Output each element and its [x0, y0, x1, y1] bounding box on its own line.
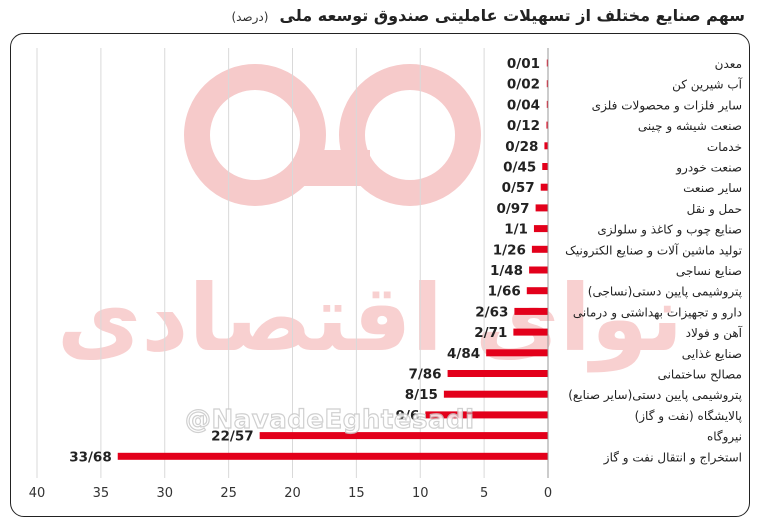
category-label: معدن — [715, 57, 742, 71]
bar — [535, 204, 548, 212]
value-label: 0/12 — [507, 118, 540, 134]
chart-title-row: سهم صنایع مختلف از تسهیلات عاملیتی صندوق… — [10, 6, 745, 32]
x-tick-label: 5 — [480, 486, 488, 501]
value-label: 1/66 — [488, 284, 521, 300]
bar — [425, 411, 548, 419]
category-label: آب شیرین کن — [672, 77, 743, 93]
category-label: استخراج و انتقال نفت و گاز — [603, 450, 742, 465]
value-label: 1/26 — [493, 242, 526, 258]
bar — [531, 245, 548, 253]
bar — [486, 349, 548, 357]
bar — [529, 266, 548, 274]
bar — [514, 307, 548, 315]
logo-bridge — [300, 150, 370, 186]
x-tick-label: 10 — [412, 486, 429, 501]
category-label: خدمات — [707, 140, 742, 154]
category-label: صنایع غذایی — [682, 347, 742, 361]
chart-unit: (درصد) — [231, 10, 269, 24]
value-label: 1/1 — [504, 222, 528, 238]
bar — [546, 121, 548, 129]
grid-lines — [36, 48, 485, 478]
bar — [546, 59, 548, 67]
value-label: 33/68 — [69, 449, 112, 465]
value-label: 2/63 — [475, 304, 508, 320]
value-label: 2/71 — [474, 325, 507, 341]
category-label: دارو و تجهیزات بهداشتی و درمانی — [573, 305, 742, 320]
x-tick-label: 30 — [156, 486, 173, 501]
watermark-handle: @NavadeEghtesadi — [184, 404, 475, 435]
bar — [443, 390, 548, 398]
bar — [117, 452, 548, 460]
bar — [546, 80, 548, 88]
value-label: 0/04 — [507, 97, 540, 113]
x-tick-label: 25 — [220, 486, 237, 501]
category-label: حمل و نقل — [687, 202, 742, 217]
category-label: پتروشیمی پایین دستی(سایر صنایع) — [568, 388, 742, 403]
category-label: صنعت خودرو — [675, 161, 742, 176]
category-label: سایر فلزات و محصولات فلزی — [592, 98, 742, 113]
chart-title: سهم صنایع مختلف از تسهیلات عاملیتی صندوق… — [279, 6, 745, 25]
bar — [447, 370, 548, 377]
category-label: پتروشیمی پایین دستی(نساجی) — [588, 285, 742, 300]
value-label: 8/15 — [405, 387, 438, 403]
value-label: 0/02 — [507, 77, 540, 93]
bar — [259, 432, 548, 440]
value-label: 22/57 — [211, 429, 254, 445]
category-label: پالایشگاه (نفت و گاز) — [635, 409, 742, 424]
value-label: 1/48 — [490, 263, 523, 279]
value-label: 4/84 — [447, 346, 480, 362]
bar — [546, 100, 548, 108]
x-tick-label: 15 — [348, 486, 365, 501]
value-label: 0/45 — [503, 160, 536, 176]
value-label: 0/01 — [507, 56, 540, 72]
bar — [526, 287, 548, 295]
category-label: صنایع نساجی — [676, 264, 742, 278]
category-label: صنعت شیشه و چینی — [638, 119, 742, 134]
value-label: 0/97 — [496, 201, 529, 217]
bar — [542, 163, 548, 170]
category-label: مصالح ساختمانی — [658, 368, 742, 382]
category-label: صنایع چوب و کاغذ و سلولزی — [597, 223, 742, 238]
category-labels: معدن آب شیرین کن سایر فلزات و محصولات فلزی… — [565, 57, 743, 465]
category-label: سایر صنعت — [683, 181, 742, 196]
value-label: 9/6 — [396, 408, 420, 424]
x-tick-label: 35 — [93, 486, 110, 501]
x-tick-label: 40 — [29, 486, 46, 501]
category-label: تولید ماشین آلات و صنایع الکترونیک — [565, 242, 742, 258]
bar — [540, 183, 548, 191]
value-labels: 0/01 0/02 0/04 0/12 0/28 0/45 0/57 0/97 1/1 1/26 1… — [69, 56, 540, 465]
category-label: آهن و فولاد — [686, 325, 743, 341]
x-tick-label: 20 — [284, 486, 301, 501]
value-label: 0/57 — [502, 180, 535, 196]
x-tick-label: 0 — [544, 486, 552, 501]
logo-ring-left — [184, 64, 326, 206]
bars — [117, 59, 548, 460]
logo-ring-right — [339, 64, 481, 206]
value-label: 7/86 — [408, 367, 441, 383]
bar — [513, 328, 548, 336]
value-label: 0/28 — [505, 139, 538, 155]
bar — [544, 142, 548, 150]
bar — [533, 225, 548, 233]
category-label: نیروگاه — [707, 430, 742, 445]
x-tick-labels: 40 35 30 25 20 15 10 5 0 — [29, 486, 552, 501]
logo-wordmark: نوای اقتصادی — [57, 265, 683, 373]
brand-logo-watermark: نوای اقتصادی — [57, 64, 683, 373]
